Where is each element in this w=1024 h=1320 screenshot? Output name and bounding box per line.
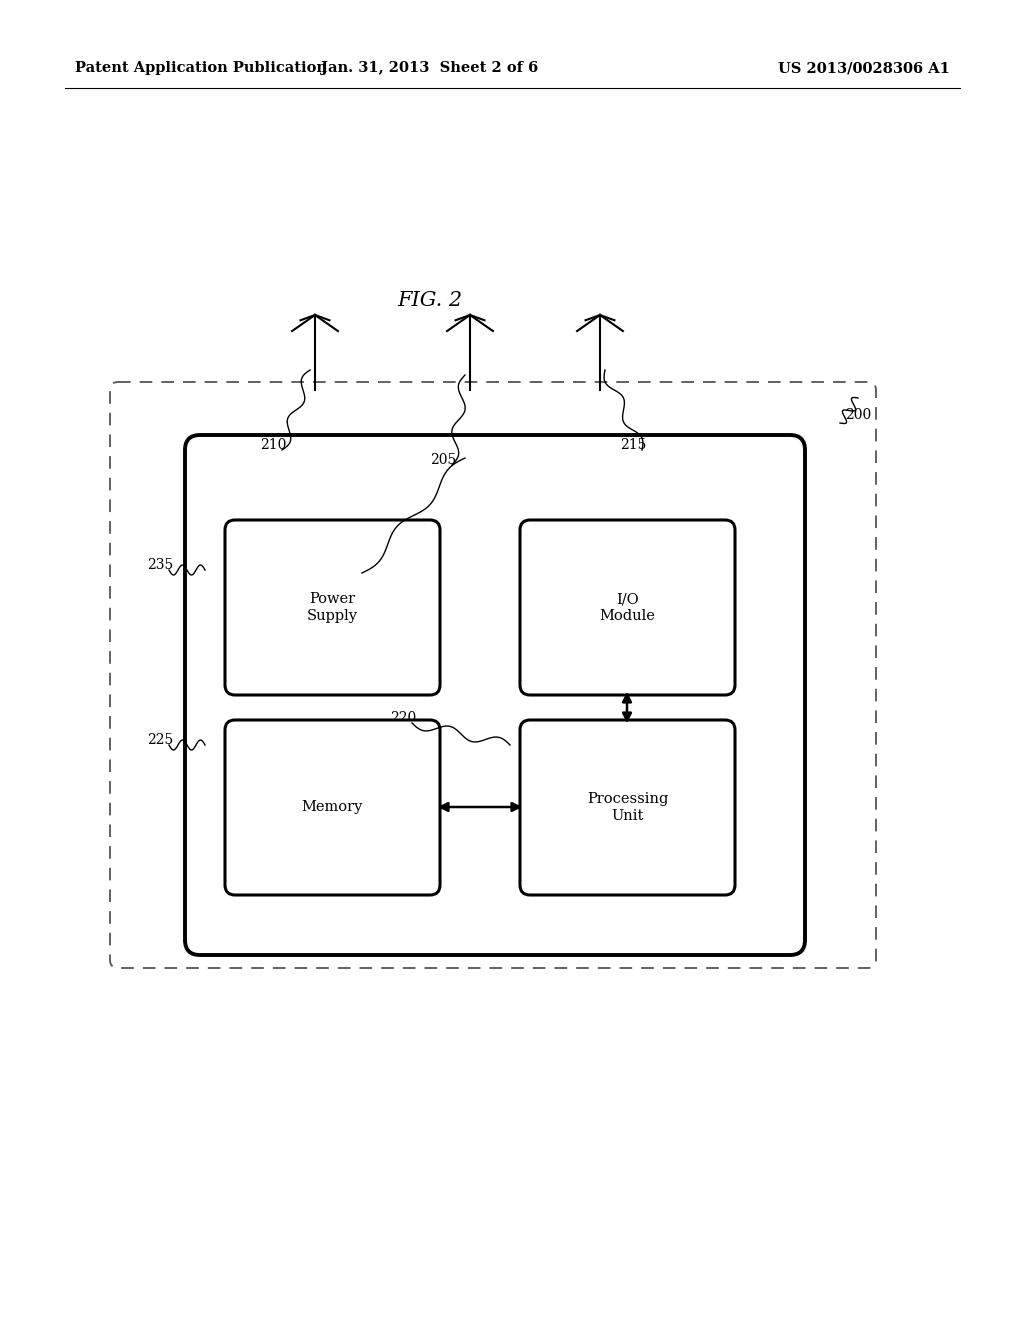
Text: 220: 220: [390, 711, 416, 725]
Text: Patent Application Publication: Patent Application Publication: [75, 61, 327, 75]
Text: I/O
Module: I/O Module: [600, 593, 655, 623]
Text: 210: 210: [260, 438, 287, 451]
Text: Power
Supply: Power Supply: [307, 593, 358, 623]
Text: Processing
Unit: Processing Unit: [587, 792, 669, 822]
Text: 235: 235: [147, 558, 173, 572]
FancyBboxPatch shape: [520, 719, 735, 895]
Text: 215: 215: [620, 438, 646, 451]
Text: Memory: Memory: [302, 800, 364, 814]
FancyBboxPatch shape: [520, 520, 735, 696]
FancyBboxPatch shape: [225, 520, 440, 696]
Text: 230: 230: [340, 561, 367, 576]
Text: 205: 205: [430, 453, 457, 467]
Text: US 2013/0028306 A1: US 2013/0028306 A1: [778, 61, 950, 75]
Text: Jan. 31, 2013  Sheet 2 of 6: Jan. 31, 2013 Sheet 2 of 6: [322, 61, 539, 75]
Text: 225: 225: [147, 733, 173, 747]
Text: FIG. 2: FIG. 2: [397, 290, 463, 309]
FancyBboxPatch shape: [185, 436, 805, 954]
FancyBboxPatch shape: [225, 719, 440, 895]
Text: 200: 200: [845, 408, 871, 422]
